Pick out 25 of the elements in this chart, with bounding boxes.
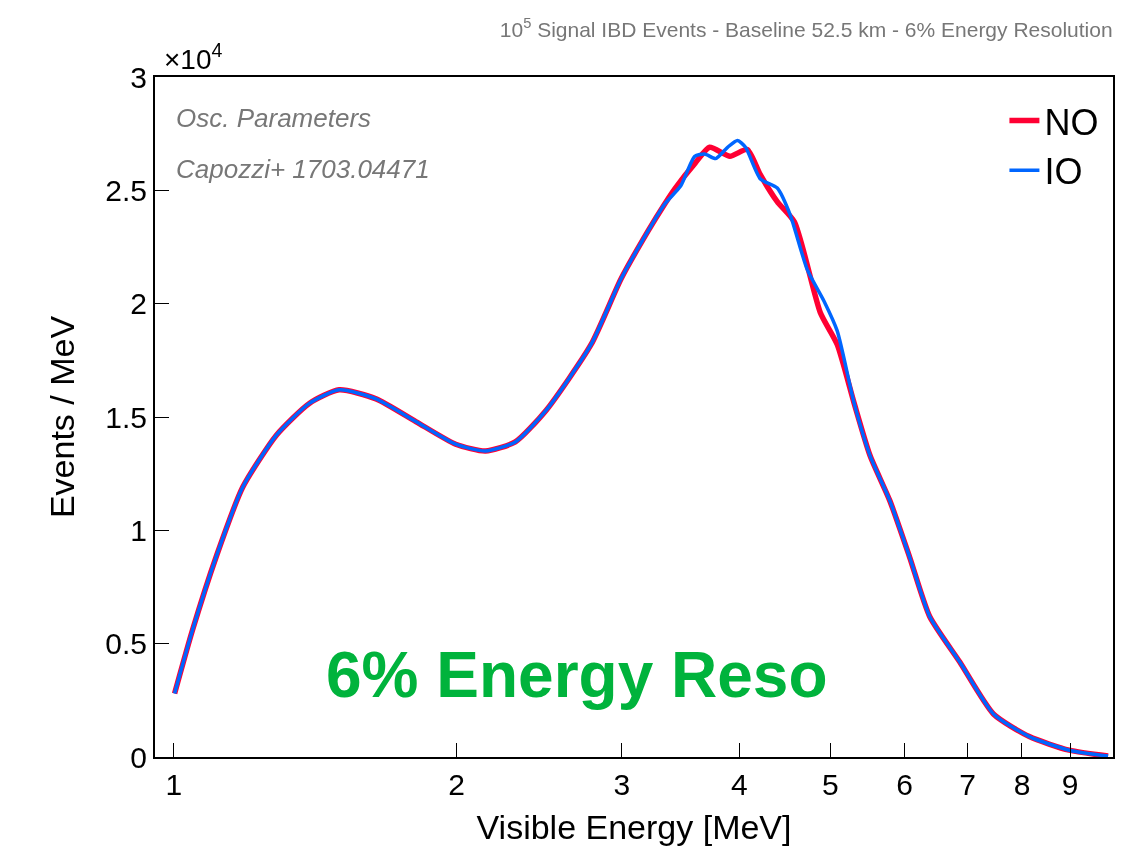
x-tick-label: 7: [959, 768, 976, 801]
y-tick-label: 2: [130, 287, 147, 321]
y-tick-label: 1: [130, 513, 147, 547]
x-tick-label: 1: [165, 768, 183, 801]
x-tick-label: 4: [730, 768, 748, 801]
x-tick-label: 9: [1061, 768, 1079, 801]
text: ×10$^{4}$: [164, 39, 223, 75]
chart-title: 10$^{5}$ Signal IBD Events - Baseline 52.5 km - 6% Energy Resolution: [499, 15, 1113, 42]
y-tick-label: 2.5: [105, 173, 147, 207]
y-tick-label: 0.5: [105, 627, 147, 661]
y-tick-label: 1.5: [105, 400, 147, 434]
legend-label: NO: [1044, 101, 1099, 143]
annotation: Capozzi+ 1703.04471: [176, 154, 430, 184]
y-axis-title: Events / MeV: [43, 315, 82, 519]
x-tick-label: 3: [613, 768, 631, 801]
x-tick-label: 8: [1013, 768, 1031, 801]
annotation: Osc. Parameters: [176, 103, 372, 133]
y-tick-label: 3: [130, 60, 147, 94]
y-tick-label: 0: [130, 740, 147, 774]
x-tick-label: 5: [821, 768, 839, 801]
legend-label: IO: [1044, 151, 1083, 193]
x-tick-label: 6: [896, 768, 913, 801]
annotation: 6% Energy Reso: [326, 639, 828, 711]
x-tick-label: 2: [448, 768, 465, 801]
x-axis-title: Visible Energy [MeV]: [476, 807, 792, 846]
